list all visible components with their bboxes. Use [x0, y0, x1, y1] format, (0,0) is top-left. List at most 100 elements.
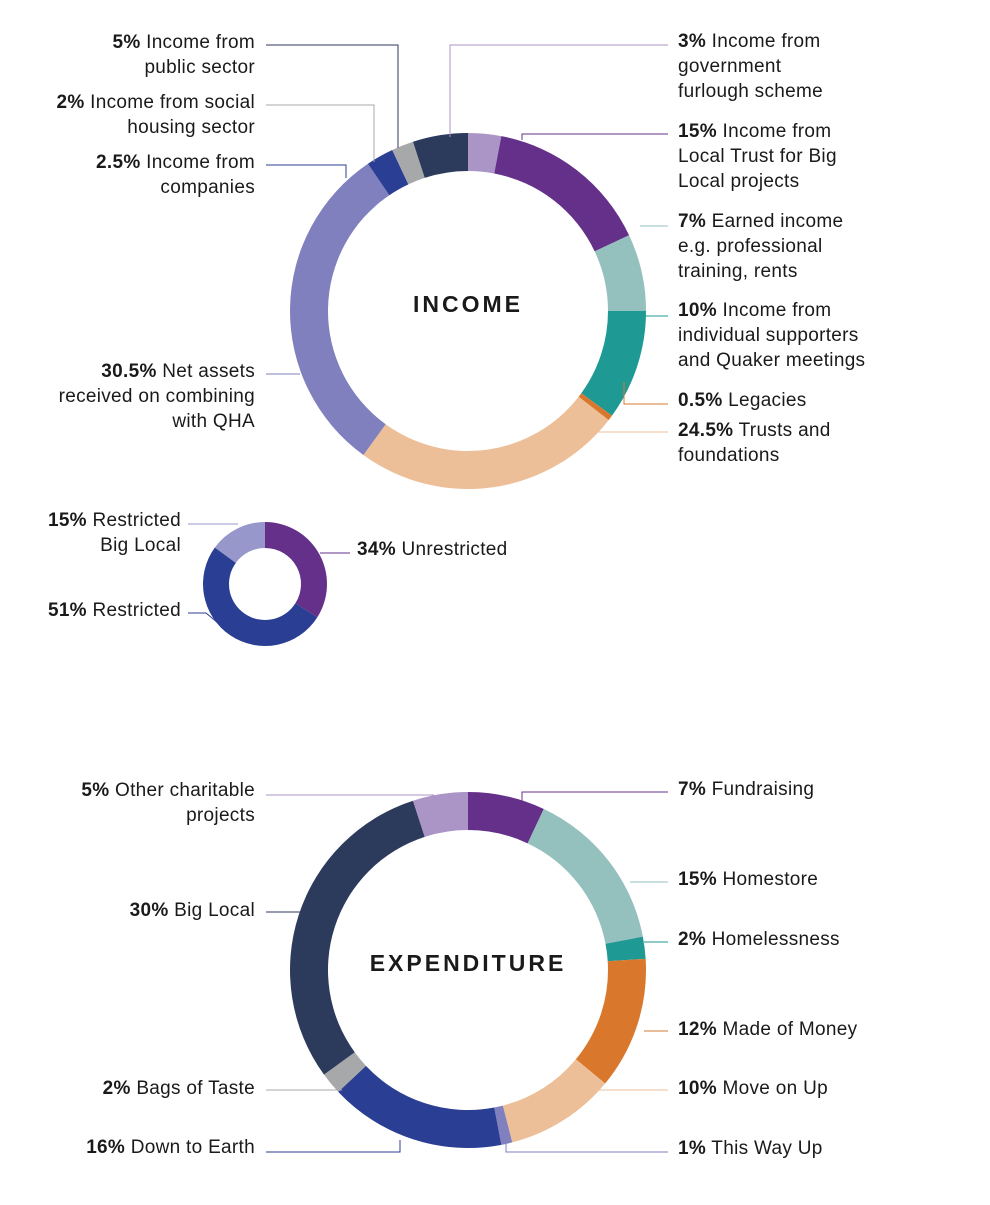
slice-percent: 2%: [103, 1078, 131, 1099]
expenditure-slice: [338, 1065, 502, 1148]
slice-percent: 2%: [678, 929, 706, 950]
expenditure-leader-line: [521, 791, 668, 805]
income-leader-line: [266, 44, 399, 148]
expenditure-slice-label: 16% Down to Earth: [86, 1137, 255, 1158]
slice-percent: 0.5%: [678, 390, 723, 411]
slice-percent: 24.5%: [678, 420, 733, 441]
slice-percent: 16%: [86, 1137, 125, 1158]
slice-name: Income from: [717, 121, 831, 142]
expenditure-slice: [605, 936, 646, 962]
slice-name: Homelessness: [706, 929, 840, 950]
slice-name: Bags of Taste: [131, 1078, 255, 1099]
slice-percent: 5%: [112, 32, 140, 53]
income-leader-line: [266, 164, 347, 178]
funds-slice: [214, 522, 265, 563]
income-slice: [468, 133, 502, 174]
income-slice-label: 24.5% Trusts and foundations: [678, 420, 831, 466]
slice-name: Homestore: [717, 869, 818, 890]
income-slice: [594, 235, 646, 311]
expenditure-chart-title: EXPENDITURE: [370, 950, 567, 976]
expenditure-slice: [412, 792, 468, 837]
expenditure-leader-line: [266, 1140, 401, 1153]
slice-percent: 51%: [48, 600, 87, 621]
slice-percent: 30.5%: [101, 361, 156, 382]
income-slice: [290, 163, 390, 456]
slice-percent: 2.5%: [96, 152, 141, 173]
funds-leader-line: [188, 612, 219, 624]
slice-percent: 7%: [678, 779, 706, 800]
slice-name: Income from: [141, 32, 255, 53]
slice-name: Big Local: [169, 900, 255, 921]
expenditure-slice-label: 2% Bags of Taste: [103, 1078, 255, 1099]
income-chart-title: INCOME: [413, 291, 523, 317]
expenditure-slice: [323, 1052, 366, 1092]
slice-percent: 15%: [678, 121, 717, 142]
slice-percent: 3%: [678, 31, 706, 52]
expenditure-slice-label: 12% Made of Money: [678, 1019, 858, 1040]
slice-percent: 34%: [357, 539, 396, 560]
expenditure-donut: [290, 792, 646, 1148]
income-slice: [578, 393, 613, 421]
income-slice-label: 15% Income from Local Trust for Big Local …: [678, 121, 837, 192]
expenditure-slice-label: 7% Fundraising: [678, 779, 814, 800]
funds-slice: [202, 547, 318, 647]
expenditure-slice: [527, 808, 643, 944]
expenditure-slice: [290, 800, 425, 1075]
funds-slice: [265, 522, 328, 618]
income-slice-label: 7% Earned income e.g. professional trainin…: [678, 211, 843, 282]
expenditure-slice-label: 30% Big Local: [130, 900, 255, 921]
funds-slice-label: 34% Unrestricted: [357, 539, 508, 560]
slice-name: Restricted: [87, 600, 181, 621]
income-slice: [367, 149, 409, 196]
income-slice-label: 2.5% Income from companies: [96, 152, 255, 198]
expenditure-slice-label: 5% Other charitable projects: [81, 780, 255, 826]
funds-slice-label: 15% Restricted Big Local: [48, 510, 181, 556]
income-donut: [290, 133, 646, 489]
income-slice: [363, 396, 609, 489]
slice-name: Income from social: [85, 92, 255, 113]
expenditure-slice-label: 10% Move on Up: [678, 1078, 828, 1099]
slice-name: Fundraising: [706, 779, 814, 800]
slice-name: Made of Money: [717, 1019, 858, 1040]
slice-percent: 10%: [678, 300, 717, 321]
expenditure-slice: [494, 1105, 513, 1145]
slice-percent: 2%: [57, 92, 85, 113]
slice-name: Move on Up: [717, 1078, 828, 1099]
expenditure-slice: [468, 792, 544, 844]
slice-name: Income from: [141, 152, 255, 173]
income-slice: [392, 141, 425, 185]
slice-name: This Way Up: [706, 1138, 823, 1159]
slice-name: Unrestricted: [396, 539, 508, 560]
slice-name: Net assets: [157, 361, 255, 382]
income-slice-label: 3% Income from government furlough scheme: [678, 31, 823, 102]
slice-name: Restricted: [87, 510, 181, 531]
slice-name: Legacies: [723, 390, 807, 411]
slice-percent: 7%: [678, 211, 706, 232]
income-slice: [581, 311, 646, 416]
slice-percent: 30%: [130, 900, 169, 921]
income-slice-label: 10% Income from individual supporters and …: [678, 300, 865, 371]
expenditure-slice: [502, 1059, 606, 1143]
expenditure-slice-label: 15% Homestore: [678, 869, 818, 890]
slice-percent: 10%: [678, 1078, 717, 1099]
slice-percent: 1%: [678, 1138, 706, 1159]
income-slice-label: 0.5% Legacies: [678, 390, 807, 411]
slice-name: Earned income: [706, 211, 843, 232]
slice-percent: 5%: [81, 780, 109, 801]
slice-percent: 15%: [48, 510, 87, 531]
expenditure-slice-label: 1% This Way Up: [678, 1138, 823, 1159]
funds-slice-label: 51% Restricted: [48, 600, 181, 621]
income-slice-label: 5% Income from public sector: [112, 32, 255, 78]
income-slice-label: 30.5% Net assets received on combining wit…: [59, 361, 255, 432]
income-slice: [494, 136, 630, 252]
slice-percent: 15%: [678, 869, 717, 890]
expenditure-slice-label: 2% Homelessness: [678, 929, 840, 950]
slice-percent: 12%: [678, 1019, 717, 1040]
slice-name: Other charitable: [109, 780, 255, 801]
income-leader-line: [623, 382, 668, 405]
income-leader-line: [521, 133, 668, 140]
income-leader-line: [266, 104, 375, 162]
income-leader-line: [449, 44, 668, 137]
